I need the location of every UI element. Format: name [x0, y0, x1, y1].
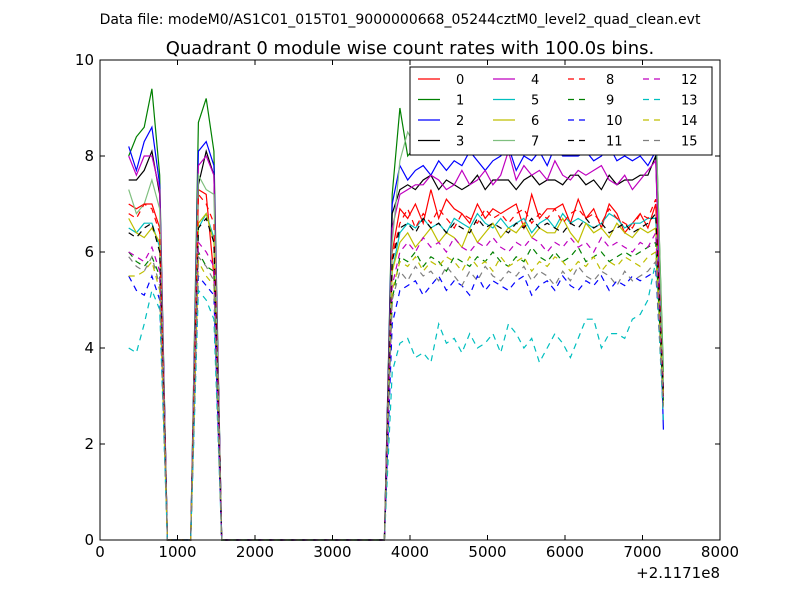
x-tick-label: 3000	[313, 543, 351, 561]
series-line-12	[128, 230, 664, 541]
y-tick-label: 2	[84, 435, 94, 453]
legend-label-11: 11	[606, 135, 623, 150]
chart-title: Quadrant 0 module wise count rates with …	[166, 38, 655, 59]
y-tick-label: 6	[84, 243, 94, 261]
legend-label-9: 9	[606, 94, 614, 109]
figure-suptitle: Data file: modeM0/AS1C01_015T01_90000006…	[100, 12, 701, 28]
y-tick-label: 10	[75, 51, 94, 69]
legend-label-1: 1	[456, 94, 464, 109]
x-tick-label: 1000	[158, 543, 196, 561]
series-line-15	[128, 255, 664, 541]
series-line-9	[128, 241, 664, 541]
legend-label-8: 8	[606, 73, 614, 88]
legend-label-6: 6	[531, 114, 539, 129]
x-offset-label: +2.1171e8	[636, 564, 720, 582]
plot-frame	[99, 59, 721, 541]
legend-label-5: 5	[531, 94, 539, 109]
legend-label-13: 13	[681, 94, 698, 109]
x-tick-label: 0	[95, 543, 105, 561]
y-tick-label: 4	[84, 339, 94, 357]
x-tick-label: 2000	[236, 543, 274, 561]
y-tick-label: 0	[84, 531, 94, 549]
y-tick-label: 8	[84, 147, 94, 165]
legend-label-12: 12	[681, 73, 698, 88]
x-tick-label: 5000	[468, 543, 506, 561]
legend-label-7: 7	[531, 135, 539, 150]
legend-label-0: 0	[456, 73, 464, 88]
legend-label-4: 4	[531, 73, 539, 88]
x-tick-label: 8000	[701, 543, 739, 561]
legend-box	[409, 66, 713, 156]
series-layer	[128, 74, 664, 541]
x-tick-label: 7000	[623, 543, 661, 561]
legend-label-15: 15	[681, 135, 698, 150]
legend-label-3: 3	[456, 135, 464, 150]
legend-label-2: 2	[456, 114, 464, 129]
x-tick-label: 6000	[546, 543, 584, 561]
legend-label-10: 10	[606, 114, 623, 129]
series-line-14	[128, 250, 664, 541]
legend-label-14: 14	[681, 114, 698, 129]
x-tick-label: 4000	[391, 543, 429, 561]
